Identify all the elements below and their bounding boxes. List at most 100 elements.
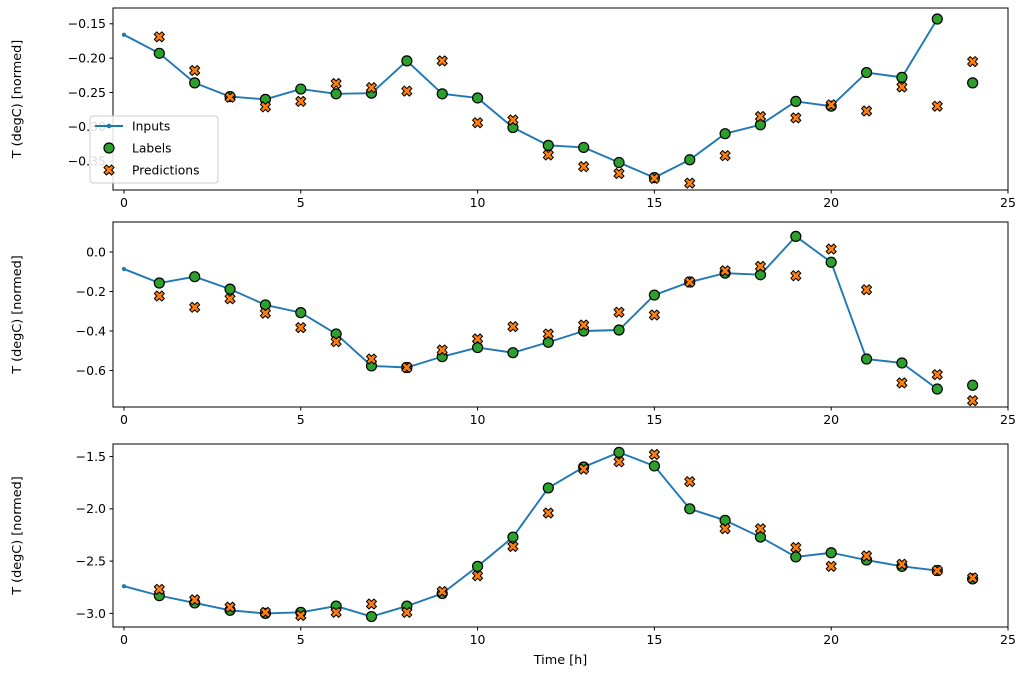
y-axis-label: T (degC) [normed] — [10, 255, 25, 374]
labels-circle-marker — [507, 347, 519, 359]
predictions-x-marker — [613, 168, 625, 180]
labels-circle-marker — [790, 230, 802, 243]
predictions-x-marker — [224, 293, 236, 305]
labels-circle-marker — [860, 66, 873, 79]
labels-circle-marker — [754, 269, 767, 281]
y-tick-label: 0.0 — [86, 244, 106, 259]
legend-predictions-x-sample — [103, 164, 115, 176]
inputs-dot-marker — [121, 32, 127, 37]
labels-circle-marker — [189, 77, 201, 89]
x-tick-label: 0 — [120, 412, 128, 427]
labels-circle-marker — [896, 71, 908, 83]
predictions-x-marker — [189, 301, 201, 313]
predictions-x-marker — [790, 112, 802, 124]
labels-circle-marker — [471, 341, 484, 354]
predictions-x-marker — [825, 99, 837, 111]
x-tick-label: 15 — [646, 412, 662, 427]
x-tick-label: 10 — [470, 195, 486, 210]
labels-circle-marker — [648, 460, 660, 472]
inputs-line — [123, 451, 938, 618]
labels-circle-marker — [790, 551, 802, 563]
labels-circle-marker — [471, 560, 484, 572]
predictions-x-marker — [648, 172, 660, 184]
x-tick-label: 20 — [823, 412, 839, 427]
labels-circle-marker — [860, 353, 873, 365]
labels-circle-marker — [967, 379, 979, 391]
labels-circle-marker — [295, 307, 307, 319]
inputs-dot-marker — [121, 266, 127, 272]
predictions-x-marker — [472, 117, 484, 129]
legend-box — [89, 115, 219, 184]
labels-circle-marker — [542, 336, 554, 348]
predictions-x-marker — [754, 110, 766, 123]
predictions-x-marker — [436, 585, 448, 597]
labels-circle-marker — [825, 547, 837, 559]
labels-circle-marker — [754, 531, 767, 543]
labels-circle-marker — [613, 446, 625, 458]
labels-circle-marker — [153, 47, 165, 59]
predictions-x-marker — [578, 319, 590, 331]
predictions-x-marker — [507, 114, 519, 126]
x-tick-label: 20 — [823, 195, 839, 210]
predictions-x-marker — [825, 243, 837, 255]
predictions-x-marker — [330, 606, 342, 618]
y-tick-label: −0.15 — [68, 16, 106, 31]
y-axis-label: T (degC) [normed] — [10, 476, 25, 595]
predictions-x-marker — [967, 56, 979, 68]
predictions-x-marker — [648, 448, 660, 460]
predictions-x-marker — [719, 523, 731, 535]
labels-circle-marker — [578, 141, 590, 154]
inputs-line — [123, 235, 938, 390]
labels-circle-marker — [153, 277, 165, 289]
labels-circle-marker — [684, 154, 696, 166]
labels-circle-marker — [224, 283, 236, 295]
x-tick-label: 5 — [297, 632, 305, 647]
y-tick-label: −2.5 — [76, 554, 106, 569]
predictions-x-marker — [472, 570, 484, 582]
predictions-x-marker — [153, 583, 165, 595]
y-tick-label: −0.25 — [68, 85, 106, 100]
predictions-x-marker — [153, 290, 165, 302]
predictions-x-marker — [295, 95, 307, 107]
predictions-x-marker — [861, 105, 873, 117]
legend-item-label: Inputs — [132, 119, 170, 133]
labels-circle-marker — [790, 95, 802, 108]
predictions-x-marker — [224, 601, 236, 613]
predictions-x-marker — [330, 78, 342, 90]
legend-item-label: Predictions — [132, 163, 200, 177]
predictions-x-marker — [542, 149, 554, 161]
predictions-x-marker — [365, 598, 378, 610]
labels-circle-marker — [365, 610, 378, 623]
predictions-x-marker — [189, 64, 201, 77]
predictions-x-marker — [967, 572, 979, 584]
x-tick-label: 25 — [1000, 195, 1016, 210]
labels-circle-marker — [931, 13, 943, 25]
predictions-x-marker — [578, 463, 590, 475]
predictions-x-marker — [189, 594, 201, 606]
inputs-line — [123, 18, 939, 179]
predictions-x-marker — [684, 476, 696, 488]
subplot-3: 0 5 10 15 20 25 −1.5 −2.0 −2.5 −3.0 T (degC) [norm… — [10, 443, 1016, 647]
labels-circle-marker — [542, 482, 554, 494]
legend-item-label: Labels — [132, 141, 172, 155]
x-axis-label: Time [h] — [533, 653, 587, 668]
predictions-x-marker — [365, 82, 378, 94]
labels-circle-marker — [613, 156, 625, 169]
predictions-x-marker — [507, 540, 519, 552]
labels-circle-marker — [684, 503, 696, 515]
y-tick-label: −0.2 — [76, 284, 106, 299]
subplot-2: 0 5 10 15 20 25 0.0 −0.2 −0.4 −0.6 T (degC) [norme… — [10, 221, 1016, 427]
predictions-x-marker — [719, 265, 731, 277]
predictions-x-marker — [931, 369, 943, 381]
predictions-x-marker — [578, 161, 590, 173]
labels-circle-marker — [613, 324, 625, 336]
axes-frame — [112, 221, 1009, 408]
x-tick-label: 5 — [297, 195, 305, 210]
labels-circle-marker — [719, 514, 731, 526]
x-tick-label: 15 — [646, 632, 662, 647]
predictions-x-marker — [472, 333, 484, 345]
predictions-x-marker — [825, 560, 837, 572]
predictions-x-marker — [754, 523, 766, 535]
labels-circle-marker — [471, 92, 484, 104]
predictions-x-marker — [401, 85, 413, 97]
